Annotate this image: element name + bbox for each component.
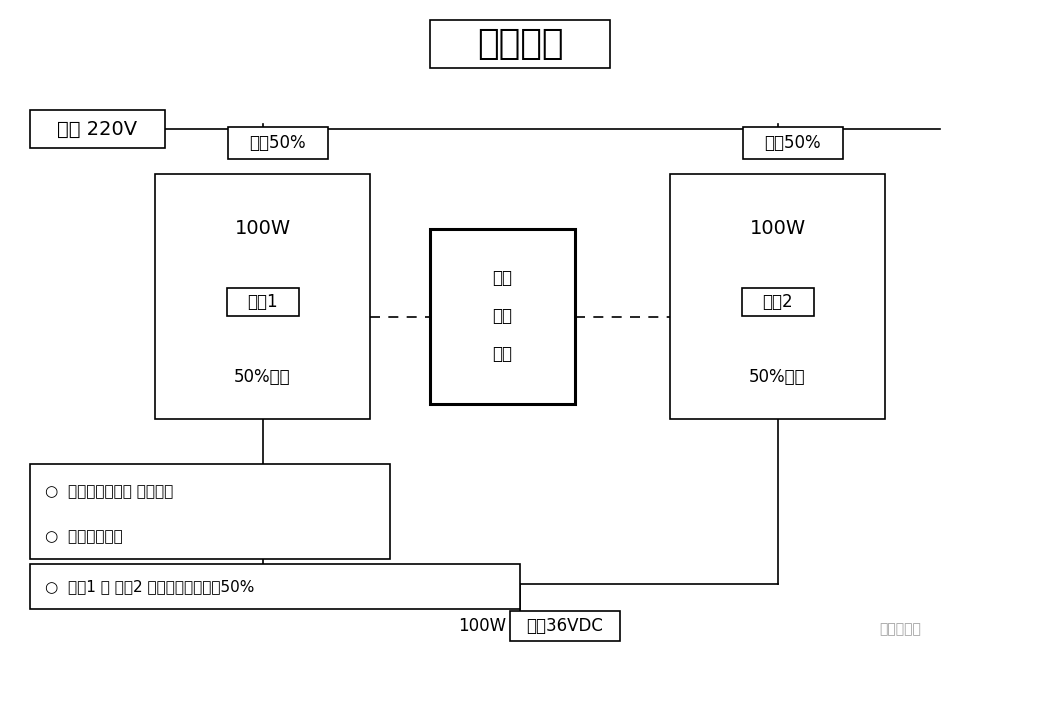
- Bar: [670, 174, 885, 419]
- Text: 50%负荷: 50%负荷: [749, 368, 806, 386]
- Text: 100W: 100W: [235, 220, 291, 239]
- Text: 50%负荷: 50%负荷: [234, 368, 291, 386]
- Text: 100W: 100W: [749, 220, 805, 239]
- Text: 并联: 并联: [492, 270, 512, 287]
- Text: 输入 220V: 输入 220V: [57, 120, 137, 139]
- Bar: [30, 464, 390, 559]
- Text: 均衡: 均衡: [492, 308, 512, 325]
- Bar: [30, 110, 165, 148]
- Text: 担负50%: 担负50%: [765, 134, 821, 152]
- Bar: [155, 174, 370, 419]
- Text: ○  模块1 和 模块2 都在工作，各担负50%: ○ 模块1 和 模块2 都在工作，各担负50%: [45, 579, 255, 594]
- Text: 冗余并联: 冗余并联: [477, 27, 563, 61]
- Text: 模块1: 模块1: [247, 292, 277, 310]
- Bar: [510, 611, 620, 641]
- Bar: [227, 287, 298, 315]
- Text: 模块2: 模块2: [763, 292, 793, 310]
- Text: 消防百事通: 消防百事通: [879, 622, 921, 636]
- Text: ○  无转换时间。: ○ 无转换时间。: [45, 529, 123, 544]
- Bar: [743, 127, 843, 159]
- Text: 控制: 控制: [492, 346, 512, 363]
- Text: ○  总输出不能大于 任一模块: ○ 总输出不能大于 任一模块: [45, 484, 174, 500]
- Bar: [742, 287, 814, 315]
- Bar: [430, 20, 610, 68]
- Text: 输出36VDC: 输出36VDC: [527, 617, 604, 635]
- Bar: [228, 127, 327, 159]
- Bar: [430, 229, 575, 404]
- Bar: [30, 564, 520, 609]
- Text: 担负50%: 担负50%: [249, 134, 305, 152]
- Text: 100W: 100W: [458, 617, 506, 635]
